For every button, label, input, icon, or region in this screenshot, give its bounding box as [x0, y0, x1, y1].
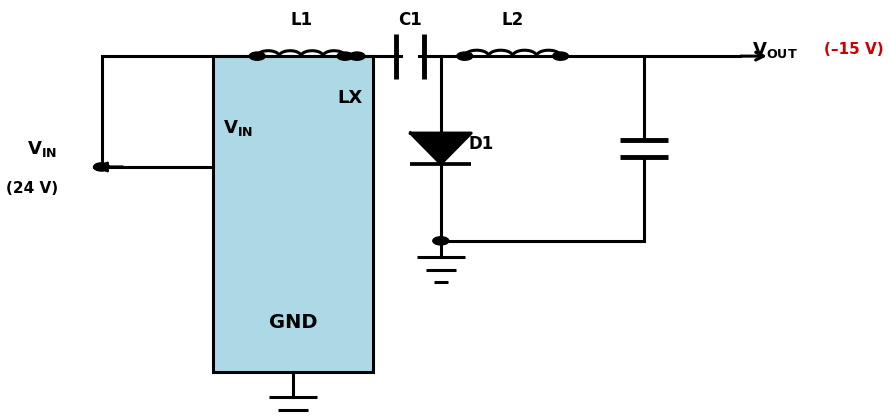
- Circle shape: [349, 52, 365, 60]
- Circle shape: [337, 52, 353, 60]
- Text: $\mathbf{V_{IN}}$: $\mathbf{V_{IN}}$: [28, 139, 58, 159]
- Circle shape: [456, 52, 472, 60]
- Text: L1: L1: [290, 12, 313, 30]
- Text: D1: D1: [469, 135, 494, 154]
- FancyBboxPatch shape: [213, 56, 373, 372]
- Text: GND: GND: [269, 313, 317, 332]
- Text: $\mathbf{V_{OUT}}$: $\mathbf{V_{OUT}}$: [752, 40, 797, 60]
- Text: $\mathbf{V_{IN}}$: $\mathbf{V_{IN}}$: [223, 118, 253, 138]
- Text: L2: L2: [502, 12, 524, 30]
- Circle shape: [552, 52, 568, 60]
- Text: C1: C1: [398, 12, 422, 30]
- Text: LX: LX: [337, 89, 362, 107]
- Text: (24 V): (24 V): [5, 181, 58, 196]
- Circle shape: [93, 163, 109, 171]
- Circle shape: [432, 237, 448, 245]
- Circle shape: [250, 52, 266, 60]
- Polygon shape: [410, 133, 472, 164]
- Text: (–15 V): (–15 V): [824, 42, 884, 57]
